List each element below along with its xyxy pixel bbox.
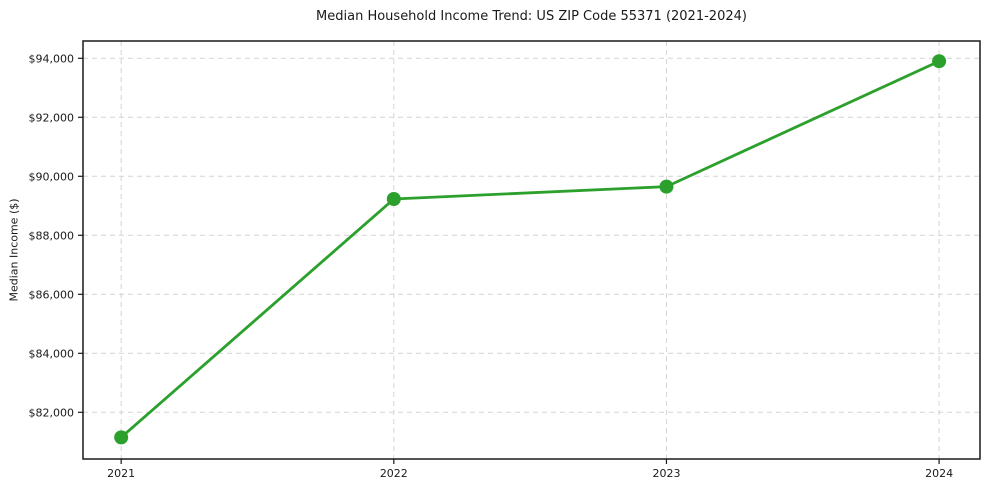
data-point: [386, 192, 401, 207]
data-point: [932, 54, 947, 69]
trend-line: [119, 59, 941, 439]
data-point: [659, 179, 674, 194]
y-tick-label: $90,000: [29, 170, 75, 183]
chart-title: Median Household Income Trend: US ZIP Co…: [316, 9, 747, 24]
y-tick-label: $92,000: [29, 111, 75, 124]
y-tick-label: $94,000: [29, 52, 75, 65]
plot-border: [82, 40, 981, 460]
y-tick-label: $82,000: [29, 406, 75, 419]
x-tick-label: 2022: [380, 467, 408, 480]
y-tick-label: $88,000: [29, 229, 75, 242]
y-tick-label: $86,000: [29, 288, 75, 301]
x-tick-label: 2024: [925, 467, 953, 480]
x-tick-label: 2021: [107, 467, 135, 480]
data-point: [114, 430, 129, 445]
y-tick-label: $84,000: [29, 347, 75, 360]
x-tick-label: 2023: [652, 467, 680, 480]
